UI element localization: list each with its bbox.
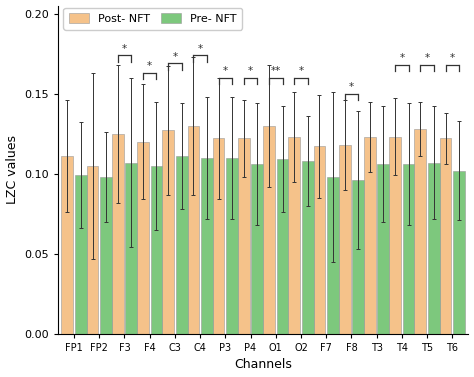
Bar bbox=[277, 159, 288, 334]
Bar bbox=[327, 177, 339, 334]
Bar bbox=[188, 126, 199, 334]
Legend: Post- NFT, Pre- NFT: Post- NFT, Pre- NFT bbox=[64, 8, 242, 30]
Bar bbox=[263, 126, 275, 334]
Bar bbox=[288, 137, 300, 334]
Bar bbox=[352, 180, 364, 334]
Bar bbox=[62, 156, 73, 334]
Bar bbox=[137, 142, 149, 334]
Bar bbox=[440, 138, 451, 334]
Bar bbox=[151, 166, 162, 334]
Text: *: * bbox=[122, 44, 127, 54]
Bar bbox=[364, 137, 376, 334]
Bar bbox=[100, 177, 112, 334]
Y-axis label: LZC values: LZC values bbox=[6, 135, 18, 204]
Bar bbox=[176, 156, 188, 334]
Bar bbox=[213, 138, 225, 334]
Bar bbox=[403, 164, 414, 334]
Text: *: * bbox=[248, 66, 253, 76]
Bar bbox=[251, 164, 263, 334]
Bar bbox=[112, 134, 124, 334]
Text: *: * bbox=[198, 44, 203, 54]
Bar bbox=[377, 164, 389, 334]
Bar bbox=[75, 175, 87, 334]
Bar bbox=[201, 158, 213, 334]
X-axis label: Channels: Channels bbox=[234, 359, 292, 371]
Text: *: * bbox=[173, 52, 177, 61]
Bar bbox=[162, 130, 174, 334]
Text: *: * bbox=[399, 53, 404, 63]
Bar bbox=[125, 162, 137, 334]
Text: *: * bbox=[299, 66, 303, 76]
Text: *: * bbox=[349, 82, 354, 92]
Text: *: * bbox=[450, 53, 455, 63]
Bar bbox=[226, 158, 238, 334]
Bar bbox=[389, 137, 401, 334]
Text: *: * bbox=[147, 61, 152, 71]
Bar bbox=[428, 162, 440, 334]
Text: *: * bbox=[223, 66, 228, 76]
Bar bbox=[302, 161, 314, 334]
Bar bbox=[339, 145, 351, 334]
Bar bbox=[314, 147, 325, 334]
Bar bbox=[453, 170, 465, 334]
Text: *: * bbox=[425, 53, 429, 63]
Bar bbox=[238, 138, 250, 334]
Bar bbox=[87, 166, 99, 334]
Bar bbox=[414, 129, 426, 334]
Text: **: ** bbox=[271, 66, 281, 76]
